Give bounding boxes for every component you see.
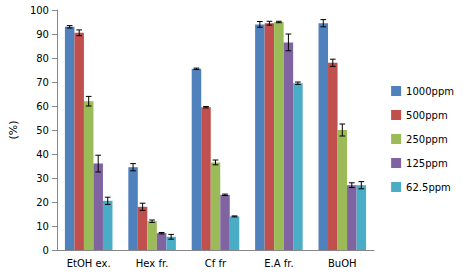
svg-text:50: 50 [36,125,49,136]
svg-text:E.A fr.: E.A fr. [264,258,293,269]
svg-text:125ppm: 125ppm [406,158,448,169]
svg-text:0: 0 [43,245,49,256]
svg-text:62.5ppm: 62.5ppm [406,182,451,193]
svg-text:BuOH: BuOH [328,258,357,269]
svg-text:1000ppm: 1000ppm [406,86,454,97]
svg-text:(%): (%) [7,120,20,139]
svg-text:EtOH ex.: EtOH ex. [67,258,111,269]
svg-text:30: 30 [36,173,49,184]
svg-text:80: 80 [36,53,49,64]
svg-text:Cf fr: Cf fr [205,258,227,269]
svg-text:10: 10 [36,221,49,232]
svg-text:60: 60 [36,101,49,112]
svg-text:250ppm: 250ppm [406,134,448,145]
svg-text:Hex fr.: Hex fr. [136,258,169,269]
svg-text:70: 70 [36,77,49,88]
svg-text:500ppm: 500ppm [406,110,448,121]
svg-text:100: 100 [30,5,49,16]
svg-text:90: 90 [36,29,49,40]
svg-text:40: 40 [36,149,49,160]
svg-text:20: 20 [36,197,49,208]
